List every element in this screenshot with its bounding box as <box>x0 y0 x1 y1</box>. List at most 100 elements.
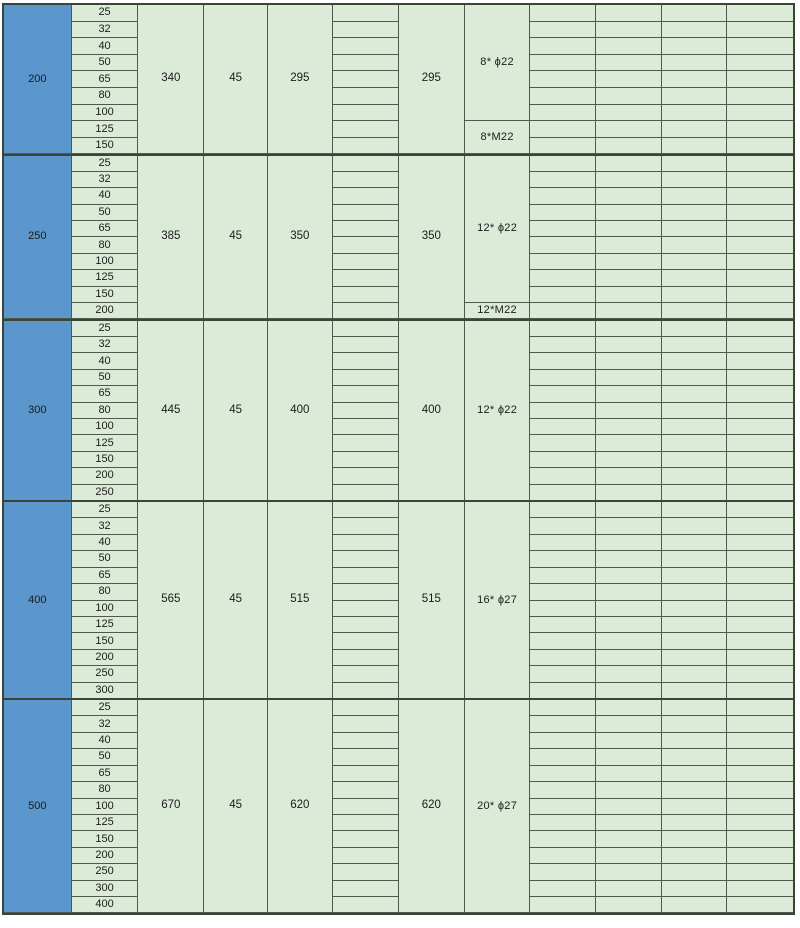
blank-cell <box>662 782 727 798</box>
size-cell: 32 <box>71 171 138 188</box>
blank-cell <box>595 303 662 319</box>
dim2-cell: 45 <box>204 5 267 154</box>
blank-cell <box>662 484 727 500</box>
blank-cell <box>727 765 793 782</box>
blank-cell <box>332 451 398 468</box>
bolt-spec-cell: 12* ϕ22 <box>465 320 529 500</box>
size-cell: 100 <box>71 104 138 121</box>
blank-cell <box>662 320 727 336</box>
blank-cell <box>727 534 793 551</box>
blank-cell <box>727 402 793 418</box>
blank-cell <box>662 402 727 418</box>
blank-cell <box>727 484 793 500</box>
blank-cell <box>530 88 595 104</box>
blank-cell <box>727 716 793 732</box>
blank-cell <box>332 71 398 88</box>
blank-cell <box>530 716 595 732</box>
blank-cell <box>332 188 398 204</box>
blank-cell <box>595 649 662 666</box>
blank-cell <box>530 286 595 303</box>
blank-cell <box>727 864 793 880</box>
blank-cell <box>727 171 793 188</box>
blank-cell <box>662 831 727 847</box>
blank-cell <box>727 633 793 649</box>
size-cell: 40 <box>71 353 138 369</box>
blank-cell <box>595 600 662 616</box>
size-cell: 80 <box>71 402 138 418</box>
blank-cell <box>530 700 595 716</box>
bolt-spec-cell: 8* ϕ22 <box>465 5 529 121</box>
size-cell: 125 <box>71 814 138 831</box>
blank-cell <box>727 814 793 831</box>
blank-cell <box>727 71 793 88</box>
blank-cell <box>662 104 727 121</box>
blank-cell <box>727 451 793 468</box>
blank-cell <box>662 682 727 698</box>
blank-cell <box>595 518 662 534</box>
size-cell: 300 <box>71 880 138 897</box>
blank-cell <box>662 502 727 518</box>
size-cell: 125 <box>71 270 138 286</box>
blank-cell <box>662 732 727 749</box>
blank-cell <box>727 567 793 584</box>
blank-cell <box>727 831 793 847</box>
blank-cell <box>662 798 727 814</box>
blank-cell <box>595 451 662 468</box>
blank-cell <box>332 633 398 649</box>
blank-cell <box>595 749 662 765</box>
blank-cell <box>662 188 727 204</box>
dim4-cell: 295 <box>398 5 465 154</box>
blank-cell <box>530 171 595 188</box>
blank-cell <box>727 286 793 303</box>
blank-cell <box>332 732 398 749</box>
blank-cell <box>727 551 793 567</box>
blank-cell <box>595 798 662 814</box>
size-cell: 40 <box>71 732 138 749</box>
size-cell: 200 <box>71 303 138 319</box>
blank-cell <box>727 38 793 54</box>
blank-cell <box>662 121 727 137</box>
blank-cell <box>332 700 398 716</box>
dn-cell: 500 <box>4 700 71 913</box>
dim1-cell: 385 <box>138 155 204 319</box>
blank-cell <box>530 188 595 204</box>
dn-cell: 200 <box>4 5 71 154</box>
blank-cell <box>530 270 595 286</box>
blank-cell <box>332 171 398 188</box>
blank-cell <box>727 54 793 71</box>
blank-cell <box>332 749 398 765</box>
size-cell: 65 <box>71 386 138 402</box>
blank-cell <box>595 402 662 418</box>
blank-cell <box>662 54 727 71</box>
size-cell: 80 <box>71 237 138 253</box>
dim4-cell: 515 <box>398 502 465 698</box>
blank-cell <box>332 782 398 798</box>
dn-group-300: 300 25 32 40 50 65 80 100 125 150 200 250 445 45 400 40… <box>4 318 793 500</box>
dim3-cell: 515 <box>267 502 332 698</box>
blank-cell <box>530 749 595 765</box>
blank-cell <box>530 221 595 237</box>
blank-cell <box>727 732 793 749</box>
size-cell: 65 <box>71 221 138 237</box>
dim2-cell: 45 <box>204 700 267 913</box>
blank-cell <box>530 435 595 451</box>
blank-cell <box>662 765 727 782</box>
blank-cell <box>332 831 398 847</box>
blank-cell <box>595 253 662 270</box>
blank-cell <box>530 369 595 386</box>
blank-cell <box>530 5 595 21</box>
blank-cell <box>332 253 398 270</box>
blank-cell <box>530 21 595 38</box>
size-cell: 250 <box>71 666 138 682</box>
blank-cell <box>530 137 595 154</box>
blank-cell <box>727 600 793 616</box>
size-cell: 125 <box>71 616 138 633</box>
blank-cell <box>662 666 727 682</box>
dim3-cell: 295 <box>267 5 332 154</box>
size-cell: 65 <box>71 567 138 584</box>
blank-cell <box>662 286 727 303</box>
blank-cell <box>595 104 662 121</box>
blank-cell <box>595 551 662 567</box>
blank-cell <box>727 649 793 666</box>
dim2-cell: 45 <box>204 320 267 500</box>
